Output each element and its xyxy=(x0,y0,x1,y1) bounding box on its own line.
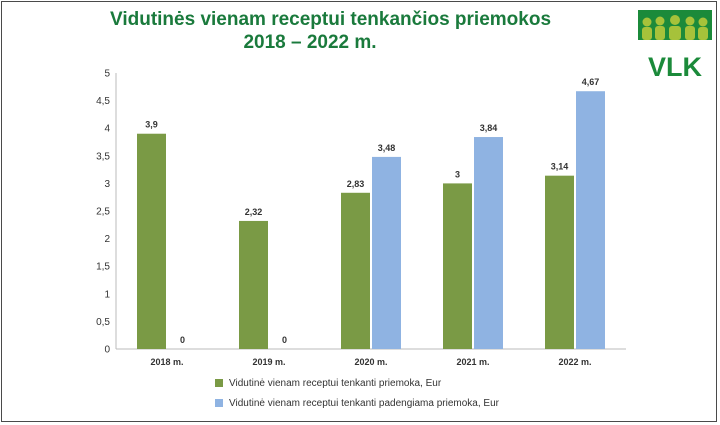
legend-label-series-1: Vidutinė vienam receptui tenkanti priemo… xyxy=(229,377,442,389)
legend-item-series-2: Vidutinė vienam receptui tenkanti padeng… xyxy=(215,393,499,413)
data-label-series-2: 0 xyxy=(180,335,185,345)
data-label-series-2: 0 xyxy=(282,335,287,345)
chart-title: Vidutinės vienam receptui tenkančios pri… xyxy=(110,8,552,54)
bar-series-1 xyxy=(545,175,574,349)
legend: Vidutinė vienam receptui tenkanti priemo… xyxy=(215,373,499,413)
x-tick-label: 2021 m. xyxy=(456,357,489,367)
chart-title-line-2: 2018 – 2022 m. xyxy=(243,32,377,53)
y-tick-label: 3,5 xyxy=(96,151,110,162)
y-tick-label: 4 xyxy=(104,124,110,135)
y-tick-label: 0,5 xyxy=(96,317,110,328)
y-tick-label: 4,5 xyxy=(96,96,110,107)
y-tick-label: 5 xyxy=(104,69,110,80)
data-label-series-2: 4,67 xyxy=(582,77,600,87)
legend-item-series-1: Vidutinė vienam receptui tenkanti priemo… xyxy=(215,373,499,393)
logo-text: VLK xyxy=(648,52,703,82)
vlk-logo-graphic: VLK xyxy=(638,10,712,82)
bar-series-2 xyxy=(576,91,605,349)
bar-series-2 xyxy=(372,156,401,349)
x-axis-ticks: 2018 m. 2019 m. 2020 m. 2021 m. 2022 m. xyxy=(150,357,591,367)
y-tick-label: 1,5 xyxy=(96,262,110,273)
x-tick-label: 2020 m. xyxy=(354,357,387,367)
bar-series-1 xyxy=(443,183,472,349)
y-axis-ticks: 0 0,5 1 1,5 2 2,5 3 3,5 4 4,5 5 xyxy=(96,69,110,356)
bar-series-1 xyxy=(137,133,166,349)
logo-people xyxy=(642,15,708,40)
data-label-series-1: 3 xyxy=(455,169,460,179)
bar-series-1 xyxy=(239,220,268,349)
bar-series-1 xyxy=(341,192,370,349)
y-tick-label: 0 xyxy=(104,345,110,356)
chart-title-line-1: Vidutinės vienam receptui tenkančios pri… xyxy=(110,9,552,30)
data-label-series-1: 3,14 xyxy=(551,162,569,172)
bar-series-2 xyxy=(474,137,503,349)
bars xyxy=(137,91,605,349)
legend-swatch-green xyxy=(215,379,223,387)
y-tick-label: 1 xyxy=(104,289,110,300)
y-tick-label: 3 xyxy=(104,179,110,190)
data-label-series-1: 2,32 xyxy=(245,207,263,217)
x-tick-label: 2018 m. xyxy=(150,357,183,367)
x-tick-label: 2019 m. xyxy=(252,357,285,367)
data-label-series-2: 3,48 xyxy=(378,143,396,153)
vlk-logo: VLK xyxy=(638,10,712,82)
data-label-series-2: 3,84 xyxy=(480,123,498,133)
y-tick-label: 2 xyxy=(104,234,110,245)
y-tick-label: 2,5 xyxy=(96,207,110,218)
data-label-series-1: 3,9 xyxy=(145,120,158,130)
data-label-series-1: 2,83 xyxy=(347,179,365,189)
data-labels: 3,9 0 2,32 0 2,83 3,48 3 3,84 3,14 4,67 xyxy=(145,77,599,345)
legend-label-series-2: Vidutinė vienam receptui tenkanti padeng… xyxy=(229,397,499,409)
legend-swatch-blue xyxy=(215,399,223,407)
x-tick-label: 2022 m. xyxy=(558,357,591,367)
